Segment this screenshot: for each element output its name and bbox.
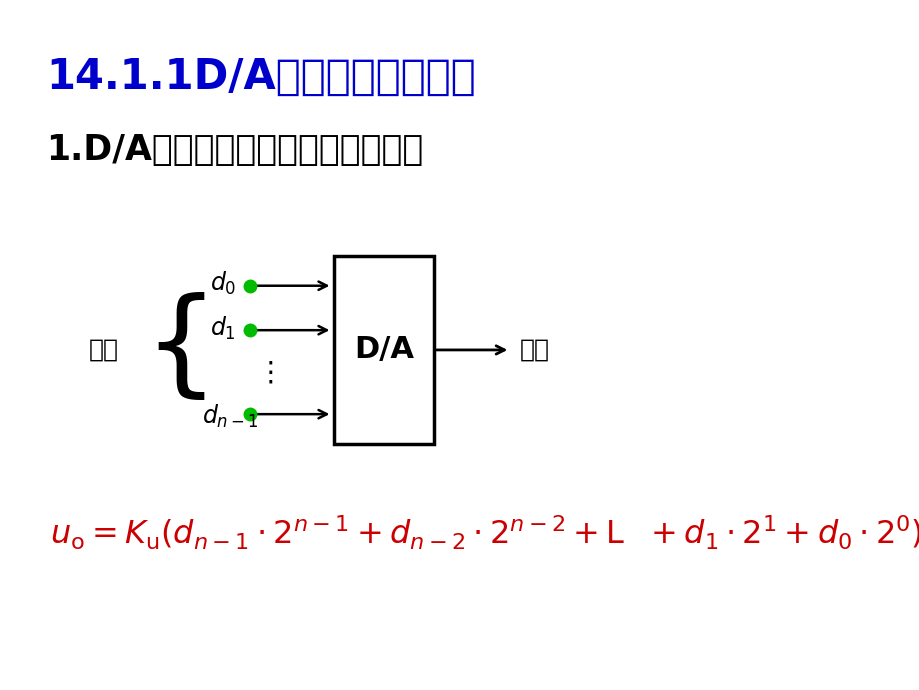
Text: 输出: 输出 [519, 338, 549, 362]
Text: D/A: D/A [354, 335, 414, 364]
Text: $d_{n-1}$: $d_{n-1}$ [202, 402, 258, 430]
Text: $d_0$: $d_0$ [210, 270, 236, 297]
Text: 1.D/A转换器的基本原理和转换特性: 1.D/A转换器的基本原理和转换特性 [46, 132, 423, 166]
Text: {: { [142, 293, 218, 407]
Text: $d_1$: $d_1$ [210, 315, 235, 342]
Text: 14.1.1D/A转换器的基本原理: 14.1.1D/A转换器的基本原理 [46, 55, 475, 97]
Text: $\vdots$: $\vdots$ [256, 358, 273, 386]
Text: $u_{\rm o} = K_{\rm u}(d_{n-1} \cdot 2^{n-1} + d_{n-2} \cdot 2^{n-2} + {\rm L}\ : $u_{\rm o} = K_{\rm u}(d_{n-1} \cdot 2^{… [51, 513, 919, 552]
Text: 输入: 输入 [89, 338, 119, 362]
Bar [334, 256, 433, 444]
